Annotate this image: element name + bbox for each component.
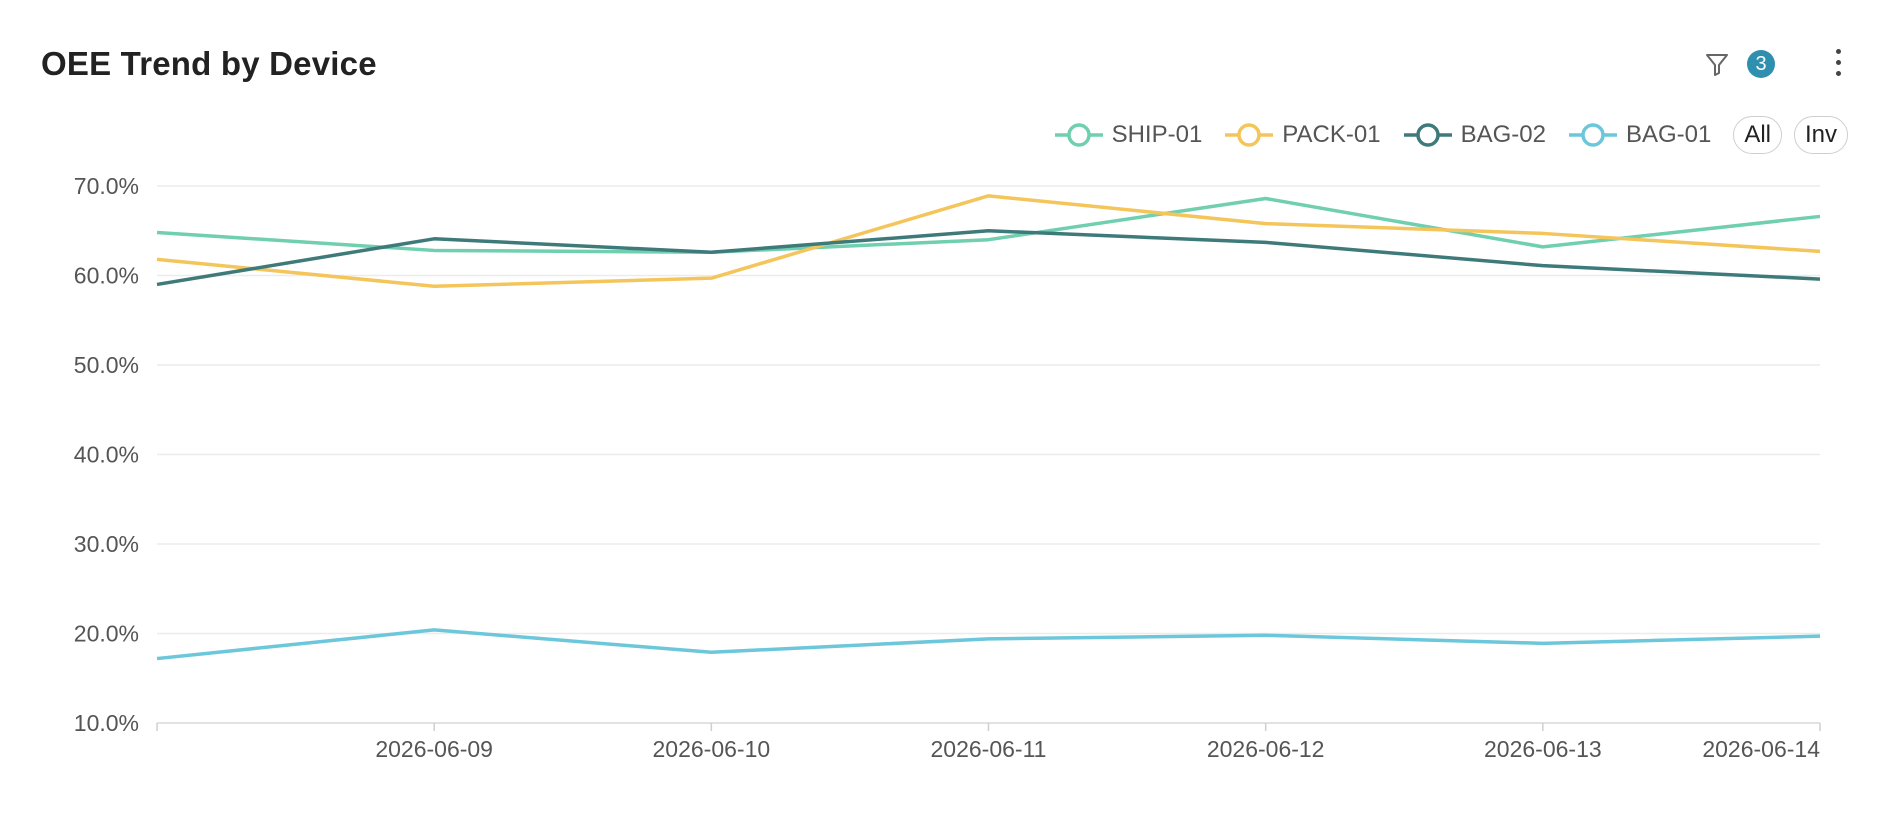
y-tick-label: 20.0% bbox=[74, 621, 139, 647]
legend-marker-icon bbox=[1225, 123, 1274, 147]
filter-count-badge[interactable]: 3 bbox=[1747, 50, 1775, 78]
legend-invert-button[interactable]: Inv bbox=[1793, 116, 1848, 154]
legend-label: SHIP-01 bbox=[1111, 121, 1203, 148]
x-tick-label: 2026-06-11 bbox=[931, 736, 1047, 762]
more-vertical-icon[interactable] bbox=[1828, 46, 1848, 84]
x-tick-label: 2026-06-10 bbox=[653, 736, 771, 762]
y-tick-label: 70.0% bbox=[74, 173, 139, 199]
series-line-pack-01 bbox=[156, 194, 1821, 288]
y-tick-label: 60.0% bbox=[74, 263, 139, 289]
x-tick-label: 2026-06-14 bbox=[1702, 736, 1820, 762]
chart-title: OEE Trend by Device bbox=[41, 45, 377, 82]
filter-icon[interactable] bbox=[1702, 49, 1732, 79]
x-tick-label: 2026-06-09 bbox=[375, 736, 493, 762]
legend-marker-icon bbox=[1403, 123, 1452, 147]
series-line-ship-01 bbox=[156, 196, 1821, 254]
legend-item-bag-02[interactable]: BAG-02 bbox=[1403, 121, 1546, 149]
legend-item-pack-01[interactable]: PACK-01 bbox=[1224, 121, 1381, 149]
legend-marker-icon bbox=[1054, 123, 1103, 147]
y-tick-label: 30.0% bbox=[74, 531, 139, 557]
chart-legend: SHIP-01 PACK-01 BAG-02 BAG-01 All Inv bbox=[1054, 116, 1848, 154]
legend-item-bag-01[interactable]: BAG-01 bbox=[1568, 121, 1711, 149]
legend-label: BAG-02 bbox=[1460, 121, 1546, 148]
y-tick-label: 10.0% bbox=[74, 710, 139, 736]
legend-item-ship-01[interactable]: SHIP-01 bbox=[1054, 121, 1203, 149]
legend-label: PACK-01 bbox=[1282, 121, 1381, 148]
series-line-bag-01 bbox=[156, 628, 1821, 661]
legend-select-all-button[interactable]: All bbox=[1733, 116, 1782, 154]
y-tick-label: 40.0% bbox=[74, 442, 139, 468]
x-tick-label: 2026-06-12 bbox=[1207, 736, 1325, 762]
y-tick-label: 50.0% bbox=[74, 352, 139, 378]
series-line-bag-02 bbox=[156, 229, 1821, 287]
legend-marker-icon bbox=[1568, 123, 1617, 147]
legend-label: BAG-01 bbox=[1625, 121, 1712, 148]
x-tick-label: 2026-06-13 bbox=[1484, 736, 1602, 762]
